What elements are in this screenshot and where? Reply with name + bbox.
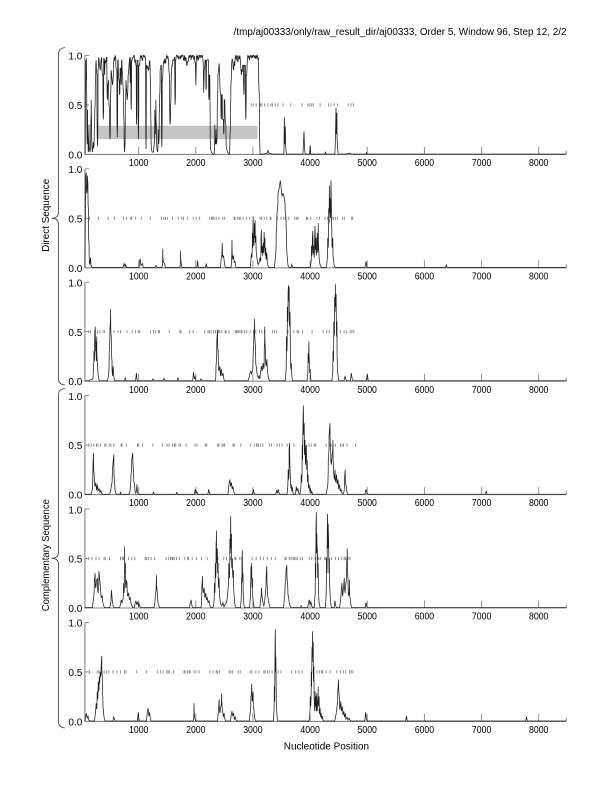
svg-text:6000: 6000 bbox=[415, 271, 435, 282]
svg-text:1000: 1000 bbox=[129, 158, 149, 169]
svg-text:3000: 3000 bbox=[243, 498, 263, 509]
svg-text:5000: 5000 bbox=[358, 498, 378, 509]
svg-text:5000: 5000 bbox=[358, 612, 378, 623]
svg-text:5000: 5000 bbox=[358, 385, 378, 396]
svg-text:5000: 5000 bbox=[358, 158, 378, 169]
svg-text:1000: 1000 bbox=[129, 498, 149, 509]
svg-text:7000: 7000 bbox=[472, 158, 492, 169]
svg-text:0.5: 0.5 bbox=[68, 555, 82, 566]
svg-text:8000: 8000 bbox=[529, 385, 549, 396]
svg-text:2000: 2000 bbox=[186, 385, 206, 396]
svg-text:1.0: 1.0 bbox=[68, 165, 82, 176]
svg-text:4000: 4000 bbox=[300, 612, 320, 623]
svg-text:0.5: 0.5 bbox=[68, 441, 82, 452]
svg-text:0.5: 0.5 bbox=[68, 101, 82, 112]
svg-text:7000: 7000 bbox=[472, 498, 492, 509]
svg-text:0.0: 0.0 bbox=[68, 377, 82, 388]
svg-text:7000: 7000 bbox=[472, 271, 492, 282]
svg-text:1000: 1000 bbox=[129, 725, 149, 736]
svg-text:3000: 3000 bbox=[243, 725, 263, 736]
svg-text:0.5: 0.5 bbox=[68, 668, 82, 679]
svg-text:8000: 8000 bbox=[529, 158, 549, 169]
svg-text:2000: 2000 bbox=[186, 158, 206, 169]
svg-text:1.0: 1.0 bbox=[68, 505, 82, 516]
svg-text:6000: 6000 bbox=[415, 158, 435, 169]
svg-text:1000: 1000 bbox=[129, 612, 149, 623]
svg-text:4000: 4000 bbox=[300, 385, 320, 396]
svg-text:3000: 3000 bbox=[243, 385, 263, 396]
svg-text:0.5: 0.5 bbox=[68, 328, 82, 339]
svg-text:1.0: 1.0 bbox=[68, 279, 82, 290]
svg-text:8000: 8000 bbox=[529, 725, 549, 736]
svg-text:0.5: 0.5 bbox=[68, 214, 82, 225]
svg-text:0.0: 0.0 bbox=[68, 264, 82, 275]
svg-text:Complementary Sequence: Complementary Sequence bbox=[41, 499, 52, 611]
svg-text:1.0: 1.0 bbox=[68, 392, 82, 403]
svg-text:1.0: 1.0 bbox=[68, 52, 82, 63]
svg-text:8000: 8000 bbox=[529, 498, 549, 509]
svg-text:3000: 3000 bbox=[243, 271, 263, 282]
svg-text:3000: 3000 bbox=[243, 158, 263, 169]
svg-text:4000: 4000 bbox=[300, 271, 320, 282]
svg-text:6000: 6000 bbox=[415, 385, 435, 396]
svg-text:8000: 8000 bbox=[529, 612, 549, 623]
svg-text:1.0: 1.0 bbox=[68, 619, 82, 630]
svg-text:1000: 1000 bbox=[129, 385, 149, 396]
svg-text:2000: 2000 bbox=[186, 271, 206, 282]
svg-text:2000: 2000 bbox=[186, 498, 206, 509]
svg-text:6000: 6000 bbox=[415, 612, 435, 623]
svg-text:/tmp/aj00333/only/raw_result_d: /tmp/aj00333/only/raw_result_dir/aj00333… bbox=[234, 27, 567, 38]
svg-text:6000: 6000 bbox=[415, 498, 435, 509]
svg-text:0.0: 0.0 bbox=[68, 491, 82, 502]
svg-text:Direct Sequence: Direct Sequence bbox=[41, 178, 52, 251]
svg-text:5000: 5000 bbox=[358, 725, 378, 736]
svg-text:Nucleotide Position: Nucleotide Position bbox=[284, 741, 369, 752]
svg-text:4000: 4000 bbox=[300, 725, 320, 736]
svg-text:0.0: 0.0 bbox=[68, 717, 82, 728]
svg-text:0.0: 0.0 bbox=[68, 604, 82, 615]
svg-text:4000: 4000 bbox=[300, 158, 320, 169]
svg-text:8000: 8000 bbox=[529, 271, 549, 282]
svg-text:1000: 1000 bbox=[129, 271, 149, 282]
svg-text:6000: 6000 bbox=[415, 725, 435, 736]
svg-text:7000: 7000 bbox=[472, 725, 492, 736]
svg-text:7000: 7000 bbox=[472, 612, 492, 623]
svg-text:0.0: 0.0 bbox=[68, 150, 82, 161]
svg-text:5000: 5000 bbox=[358, 271, 378, 282]
svg-text:2000: 2000 bbox=[186, 612, 206, 623]
svg-text:3000: 3000 bbox=[243, 612, 263, 623]
svg-text:4000: 4000 bbox=[300, 498, 320, 509]
svg-text:2000: 2000 bbox=[186, 725, 206, 736]
svg-text:7000: 7000 bbox=[472, 385, 492, 396]
